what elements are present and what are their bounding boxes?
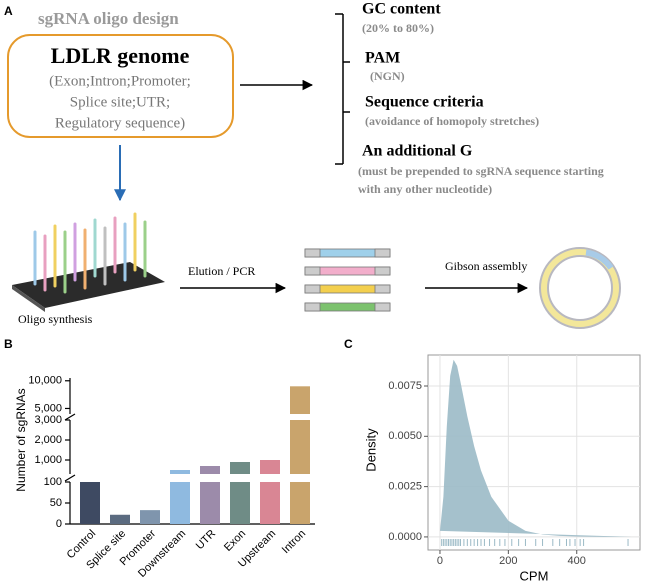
- genome-line: Regulatory sequence): [55, 115, 185, 131]
- x-axis-label: CPM: [520, 568, 549, 583]
- bar: [230, 482, 250, 524]
- bar: [140, 510, 160, 524]
- y-tick-label: 0: [56, 518, 62, 530]
- bar: [230, 462, 250, 474]
- density-area: [440, 359, 632, 537]
- bar: [290, 420, 310, 474]
- y-tick-label: 0.0000: [388, 531, 422, 543]
- bar: [200, 466, 220, 474]
- axis-break: [64, 474, 76, 482]
- criterion-detail: (avoidance of homopoly stretches): [365, 114, 539, 128]
- y-axis-label: Density: [363, 428, 378, 472]
- y-tick-label: 0.0025: [388, 481, 422, 493]
- step-label: Elution / PCR: [188, 264, 255, 278]
- axis-break: [64, 413, 76, 421]
- criterion-detail: (NGN): [370, 69, 405, 83]
- bar: [290, 482, 310, 524]
- y-axis-label: Number of sgRNAs: [14, 388, 28, 491]
- panel-label: B: [4, 337, 13, 351]
- panel-label: A: [4, 4, 13, 18]
- y-tick-label: 0.0075: [388, 380, 422, 392]
- step-label: Oligo synthesis: [18, 312, 93, 326]
- bar: [170, 482, 190, 524]
- x-tick-label: Exon: [222, 528, 248, 554]
- criterion-name: An additional G: [362, 143, 473, 160]
- x-tick-label: 0: [437, 555, 443, 567]
- criterion-detail: with any other nucleotide): [358, 182, 492, 196]
- y-tick-label: 1,000: [34, 454, 62, 466]
- genome-title: LDLR genome: [51, 43, 190, 68]
- genome-box: [7, 34, 234, 138]
- criterion-name: Sequence criteria: [365, 94, 484, 111]
- y-tick-label: 10,000: [28, 375, 62, 387]
- criterion-name: GC content: [362, 1, 441, 18]
- y-tick-label: 3,000: [34, 414, 62, 426]
- bar: [290, 386, 310, 414]
- x-tick-label: 200: [499, 555, 517, 567]
- diagram-title: sgRNA oligo design: [38, 9, 179, 28]
- oligo-pool: [304, 248, 391, 312]
- bar: [170, 470, 190, 474]
- criterion-detail: (20% to 80%): [362, 21, 434, 35]
- x-tick-label: 400: [568, 555, 586, 567]
- bar: [260, 460, 280, 474]
- bar: [110, 514, 130, 524]
- x-tick-label: Intron: [280, 528, 308, 556]
- y-tick-label: 100: [44, 476, 62, 488]
- bar: [80, 482, 100, 524]
- step-label: Gibson assembly: [445, 259, 527, 273]
- panel-label: C: [344, 337, 353, 351]
- genome-line: Splice site;UTR;: [70, 94, 170, 110]
- oligo-array: [12, 212, 165, 312]
- y-tick-label: 0.0050: [388, 430, 422, 442]
- y-tick-label: 5,000: [34, 402, 62, 414]
- genome-line: (Exon;Intron;Promoter;: [49, 73, 191, 89]
- y-tick-label: 2,000: [34, 434, 62, 446]
- plasmid: [539, 247, 621, 329]
- y-tick-label: 50: [50, 497, 62, 509]
- bracket: [335, 13, 350, 165]
- criterion-name: PAM: [365, 50, 400, 67]
- bar: [260, 482, 280, 524]
- criterion-detail: (must be prepended to sgRNA sequence sta…: [358, 164, 604, 178]
- bar: [200, 482, 220, 524]
- x-tick-label: UTR: [194, 528, 219, 553]
